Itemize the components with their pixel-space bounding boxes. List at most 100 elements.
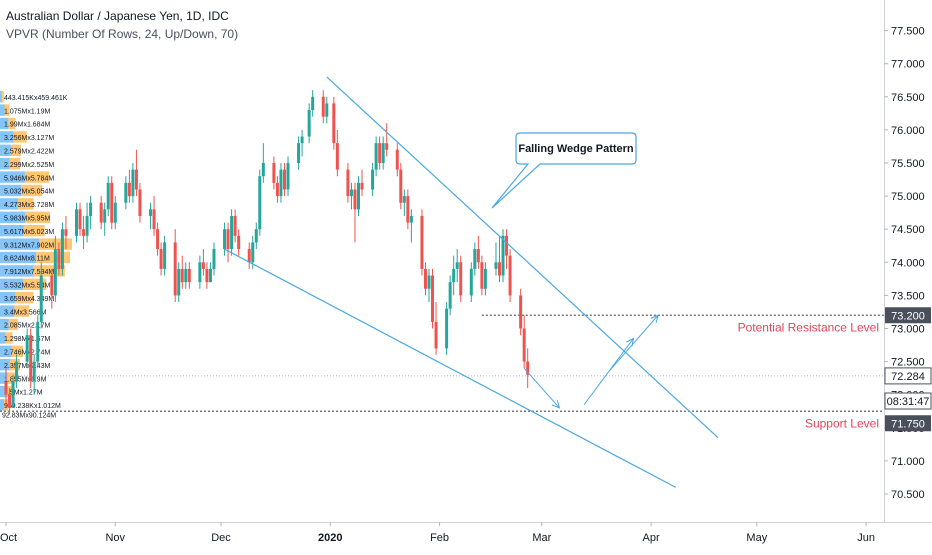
- candle-body: [395, 149, 399, 170]
- x-tick-label: Mar: [532, 532, 551, 544]
- candle-body: [406, 196, 410, 223]
- candle-body: [335, 143, 339, 170]
- price-axis-background: [884, 0, 932, 550]
- candle-body: [501, 235, 505, 276]
- candle-body: [99, 202, 103, 223]
- projection-arrow-final-head: [650, 314, 659, 324]
- last-price-badge: 72.284: [884, 367, 932, 385]
- symbol-title[interactable]: Australian Dollar / Japanese Yen, 1D, ID…: [6, 9, 229, 23]
- price-axis[interactable]: 70.50071.00071.50072.00072.50073.00073.5…: [884, 0, 932, 550]
- candle-body: [226, 229, 230, 250]
- candle-body: [4, 381, 8, 395]
- y-tick-label: 73.500: [891, 290, 925, 302]
- candle-body: [423, 268, 427, 289]
- candle-body: [173, 242, 177, 296]
- candle-body: [138, 189, 142, 216]
- vp-row-label: 1.5Mx1.27M: [4, 390, 43, 397]
- candle-body: [469, 268, 473, 296]
- candle-body: [402, 196, 406, 203]
- candle-body: [494, 262, 498, 269]
- time-axis[interactable]: Oct Nov Dec 2020 Feb Mar Apr May Jun: [0, 522, 932, 544]
- vp-up-bar: [0, 238, 39, 250]
- projection-arrow-down: [523, 367, 560, 409]
- vp-down-bar: [25, 211, 50, 223]
- candle-body: [205, 268, 209, 283]
- vp-down-bar: [24, 171, 50, 183]
- vp-up-bar: [0, 158, 10, 170]
- vp-down-bar: [21, 184, 43, 197]
- vp-row-label: 1.99Mx1.684M: [4, 122, 50, 129]
- indicator-legend[interactable]: VPVR (Number Of Rows, 24, Up/Down, 70): [6, 27, 239, 41]
- candle-body: [53, 249, 57, 296]
- candle-body: [498, 262, 501, 276]
- x-tick-label: 2020: [318, 532, 342, 544]
- candle-body: [78, 209, 82, 230]
- vp-up-bar: [0, 399, 5, 411]
- resistance-price-badge-bg: [885, 307, 931, 324]
- vp-up-bar: [0, 292, 16, 304]
- candle-body: [300, 136, 304, 144]
- support-label: Support Level: [805, 416, 879, 430]
- candle-body: [50, 275, 54, 296]
- vp-down-bar: [13, 131, 27, 143]
- vp-up-bar: [0, 265, 34, 277]
- support-price-badge-text: 71.750: [891, 418, 925, 430]
- support-price-badge: 71.750: [885, 415, 931, 432]
- vp-up-bar: [0, 318, 9, 331]
- candle-body: [325, 103, 329, 117]
- vp-down-bar: [9, 359, 21, 371]
- vp-up-bar: [0, 359, 10, 371]
- x-tick-label: May: [746, 532, 767, 544]
- vp-up-bar: [0, 345, 12, 357]
- candle-body: [311, 96, 315, 111]
- candle-body: [286, 163, 290, 190]
- candle-body: [399, 169, 403, 203]
- vp-down-bar: [11, 345, 23, 357]
- candle-body: [247, 249, 251, 263]
- x-tick-label: Jun: [857, 532, 875, 544]
- vp-row-label: 5.617Mx5.023M: [4, 229, 54, 236]
- candle-body: [32, 361, 36, 382]
- candle-body: [480, 262, 484, 289]
- candle-body: [258, 176, 262, 230]
- candle-body: [431, 275, 435, 322]
- y-tick-label: 73.000: [891, 324, 925, 336]
- drawings[interactable]: Falling Wedge Pattern: [224, 76, 719, 488]
- countdown-badge: 08:31:47: [884, 392, 932, 410]
- vp-up-bar: [0, 211, 26, 223]
- candle-body: [353, 189, 357, 210]
- candle-body: [29, 335, 33, 382]
- projection-arrow-up-head: [626, 337, 635, 347]
- x-tick-label: Dec: [211, 532, 231, 544]
- y-tick-label: 76.500: [891, 92, 925, 104]
- vp-down-bar: [6, 385, 12, 398]
- vp-row-label: 2.299Mx2.525M: [4, 162, 54, 169]
- vp-down-bar: [7, 372, 16, 384]
- vp-up-bar: [0, 104, 5, 116]
- vp-down-bar: [1, 91, 4, 103]
- candle-body: [131, 169, 135, 197]
- x-tick-label: Apr: [643, 532, 660, 544]
- candle-body: [85, 215, 89, 236]
- candle-body: [82, 229, 86, 236]
- vp-total-label: 92.83Mx90.124M: [2, 413, 56, 420]
- vp-row-label: 2.579Mx2.422M: [4, 149, 54, 156]
- y-tick-label: 77.500: [891, 26, 925, 38]
- vp-down-bar: [5, 332, 13, 344]
- resistance-price-badge-text: 73.200: [891, 310, 925, 322]
- candle-body: [272, 163, 276, 183]
- candle-body: [149, 209, 153, 216]
- vp-row-label: 2.085Mx2.17M: [4, 323, 50, 330]
- candle-body: [297, 143, 301, 163]
- vp-row-label: 5.946Mx5.784M: [4, 175, 54, 182]
- vp-row-label: 7.912Mx7.594M: [4, 269, 54, 276]
- candle-body: [360, 182, 364, 190]
- candle-body: [473, 249, 477, 269]
- countdown-badge-bg: [884, 392, 932, 410]
- vp-up-bar: [0, 251, 37, 264]
- candle-body: [374, 143, 378, 170]
- vp-row-label: 9.312Mx7.902M: [4, 242, 54, 249]
- countdown-badge-text: 08:31:47: [887, 396, 930, 408]
